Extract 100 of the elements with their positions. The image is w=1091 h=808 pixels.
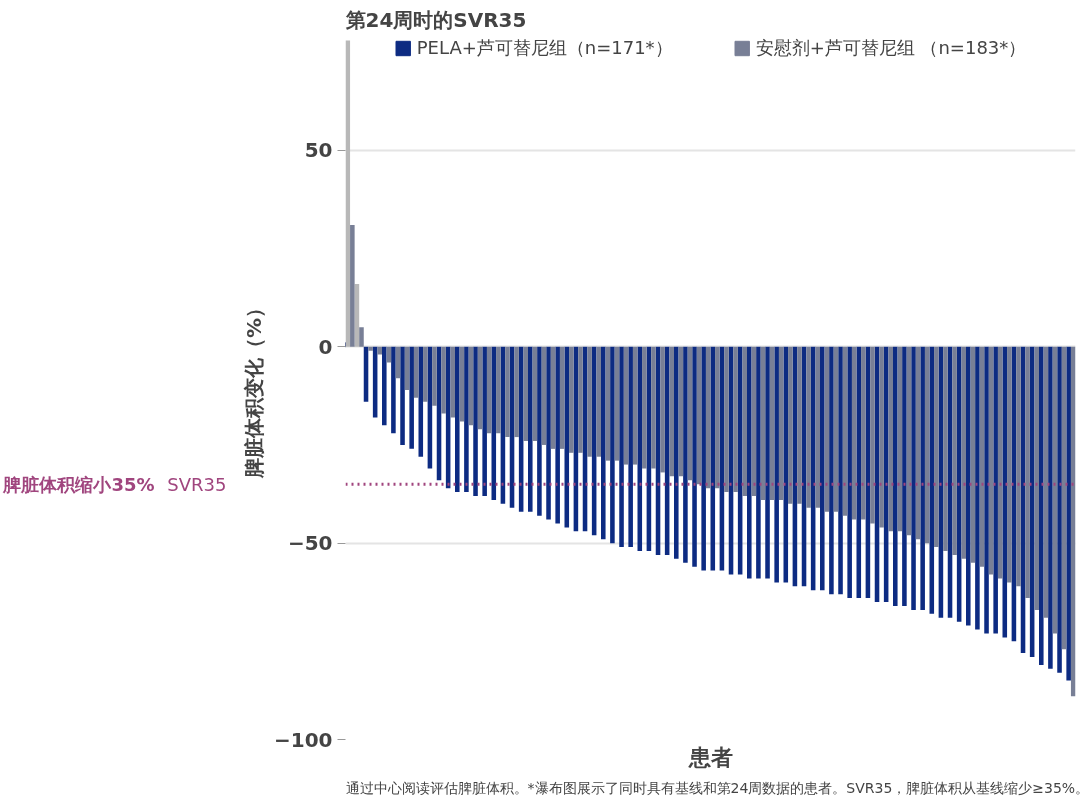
bar: [820, 346, 825, 591]
bar: [619, 346, 624, 548]
bar: [368, 346, 373, 351]
chart-title: 第24周时的SVR35: [344, 7, 527, 32]
bar: [902, 346, 907, 606]
bar: [482, 346, 487, 496]
bar: [1057, 346, 1062, 673]
bar: [924, 346, 930, 544]
bar: [413, 346, 419, 398]
bar: [847, 346, 852, 599]
bar: [391, 346, 396, 434]
bar: [587, 346, 592, 457]
bar: [888, 346, 893, 532]
ref-line-label: SVR35: [167, 473, 227, 495]
bar: [997, 346, 1003, 579]
bar: [961, 346, 966, 559]
bar: [350, 225, 355, 347]
bar: [455, 346, 460, 493]
bar: [934, 346, 939, 548]
bar: [692, 346, 697, 567]
bar: [1066, 346, 1071, 681]
bar: [473, 346, 478, 496]
bar: [851, 346, 857, 520]
bar: [628, 346, 633, 548]
bar: [409, 346, 414, 449]
bar: [747, 346, 752, 579]
bar: [984, 346, 989, 634]
bar: [400, 346, 405, 445]
bar: [815, 346, 820, 508]
bar: [632, 346, 638, 465]
bar: [441, 346, 446, 414]
bar: [610, 346, 615, 544]
bar: [1048, 346, 1053, 669]
bar: [555, 346, 560, 524]
bar: [669, 346, 674, 477]
bar: [537, 346, 542, 516]
bar: [756, 346, 761, 579]
bar: [742, 346, 747, 496]
bar: [1034, 346, 1039, 610]
bar: [359, 327, 364, 347]
bar: [893, 346, 898, 606]
bar: [966, 346, 971, 626]
bar: [601, 346, 606, 540]
bar: [642, 346, 647, 469]
bar: [546, 346, 551, 520]
bar: [788, 346, 793, 504]
bar: [578, 346, 583, 453]
bar: [651, 346, 656, 469]
y-tick-label: −100: [273, 727, 333, 752]
bar: [559, 346, 565, 449]
bar: [660, 346, 665, 473]
bar: [774, 346, 779, 583]
bar: [806, 346, 811, 508]
bar: [514, 346, 519, 438]
bar: [920, 346, 925, 610]
y-axis-title: 脾脏体积变化（%）: [241, 297, 266, 480]
legend-label: 安慰剂+芦可替尼组 （n=183*）: [755, 36, 1027, 60]
y-tick-label: 0: [318, 334, 333, 359]
bar: [797, 346, 802, 504]
bar: [505, 346, 510, 438]
bar: [952, 346, 957, 555]
bar: [683, 346, 688, 563]
text: 通过中心阅读评估脾脏体积。*瀑布图展示了同时具有基线和第24周数据的患者。SVR35，脾脏体积从基线缩少≥35%。: [345, 779, 1090, 796]
bar: [733, 346, 738, 493]
bar: [701, 346, 706, 571]
bar: [528, 346, 533, 512]
bar: [838, 346, 843, 595]
bar: [829, 346, 834, 595]
bar: [382, 346, 387, 426]
bar: [705, 346, 711, 489]
bar: [1025, 346, 1030, 599]
bar: [911, 346, 916, 610]
x-axis-title: 患者: [687, 744, 733, 770]
legend-label: PELA+芦可替尼组（n=171*）: [416, 36, 673, 60]
bar: [523, 346, 528, 442]
bar: [870, 346, 875, 524]
bar: [778, 346, 784, 500]
bar: [432, 346, 437, 406]
bar: [569, 346, 574, 453]
bar: [765, 346, 770, 579]
bar: [496, 346, 501, 434]
bar: [377, 346, 382, 355]
bar: [943, 346, 948, 551]
bar: [724, 346, 729, 493]
bar: [486, 346, 492, 434]
bar: [1039, 346, 1044, 665]
y-tick-label: 50: [304, 138, 333, 163]
bar: [423, 346, 428, 402]
bar: [596, 346, 601, 457]
bar: [1007, 346, 1012, 583]
bar: [450, 346, 455, 418]
bar: [715, 346, 720, 489]
text: 脾脏体积缩小35%: [2, 473, 155, 495]
bar: [1016, 346, 1021, 587]
bar: [975, 346, 980, 630]
bar: [674, 346, 679, 559]
y-tick-label: −50: [287, 531, 333, 556]
bar: [464, 346, 469, 493]
bar: [879, 346, 884, 528]
bar: [861, 346, 866, 520]
